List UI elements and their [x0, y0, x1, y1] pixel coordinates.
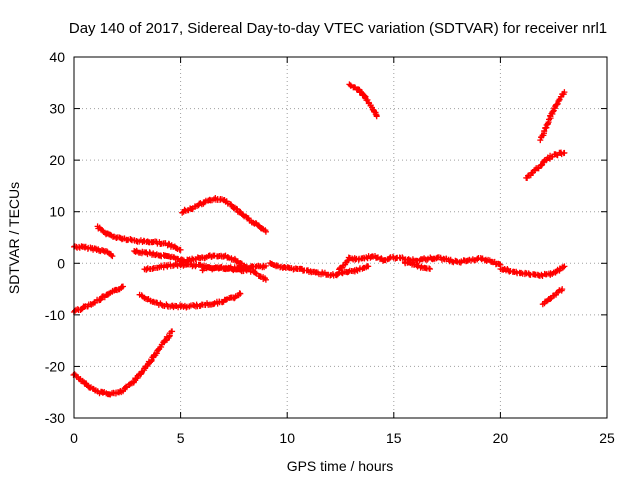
- data-track: [199, 262, 269, 274]
- plus-markers: [136, 290, 244, 311]
- data-track: [94, 223, 184, 253]
- data-track: [401, 259, 433, 272]
- data-track: [523, 149, 568, 181]
- x-tick-labels: 0 5 10 15 20 25: [70, 430, 615, 446]
- data-track: [335, 253, 504, 276]
- plus-markers: [131, 247, 186, 264]
- plus-markers: [497, 263, 568, 279]
- plus-markers: [401, 259, 433, 272]
- y-tick-label: 10: [49, 204, 65, 220]
- plus-markers: [70, 283, 126, 315]
- plus-markers: [335, 253, 504, 276]
- y-tick-label: 0: [57, 255, 65, 271]
- plus-markers: [346, 81, 380, 120]
- x-tick-label: 0: [70, 430, 78, 446]
- plus-markers: [523, 149, 568, 181]
- plot-frame: [73, 56, 608, 419]
- y-tick-labels: -30 -20 -10 0 10 20 30 40: [45, 49, 65, 426]
- y-tick-label: -30: [45, 410, 65, 426]
- y-tick-label: -10: [45, 307, 65, 323]
- x-tick-label: 5: [177, 430, 185, 446]
- y-tick-label: -20: [45, 358, 65, 374]
- data-track: [120, 328, 176, 394]
- x-tick-label: 20: [493, 430, 509, 446]
- data-track: [131, 247, 186, 264]
- plus-markers: [539, 286, 566, 308]
- plus-markers: [94, 223, 184, 253]
- y-tick-label: 40: [49, 49, 65, 65]
- data-track: [346, 81, 380, 120]
- x-tick-label: 15: [386, 430, 402, 446]
- data-track: [537, 89, 568, 144]
- chart-title: Day 140 of 2017, Sidereal Day-to-day VTE…: [69, 20, 607, 37]
- x-tick-label: 25: [599, 430, 615, 446]
- plus-markers: [267, 260, 372, 279]
- x-axis-label: GPS time / hours: [287, 458, 394, 474]
- data-points: [70, 81, 568, 398]
- data-track: [70, 283, 126, 315]
- plus-markers: [120, 328, 176, 394]
- data-track: [539, 286, 566, 308]
- plus-markers: [179, 195, 269, 235]
- y-tick-label: 20: [49, 152, 65, 168]
- data-track: [70, 371, 126, 398]
- data-track: [497, 263, 568, 279]
- plus-markers: [70, 371, 126, 398]
- y-axis-label: SDTVAR / TECUs: [6, 182, 22, 294]
- data-track: [136, 290, 244, 311]
- data-track: [267, 260, 372, 279]
- plus-markers: [537, 89, 568, 144]
- data-track: [179, 195, 269, 235]
- axis-ticks: [73, 56, 608, 419]
- plus-markers: [71, 243, 116, 260]
- plus-markers: [199, 262, 269, 274]
- y-tick-label: 30: [49, 101, 65, 117]
- data-track: [71, 243, 116, 260]
- grid-lines: [74, 57, 607, 418]
- x-tick-label: 10: [279, 430, 295, 446]
